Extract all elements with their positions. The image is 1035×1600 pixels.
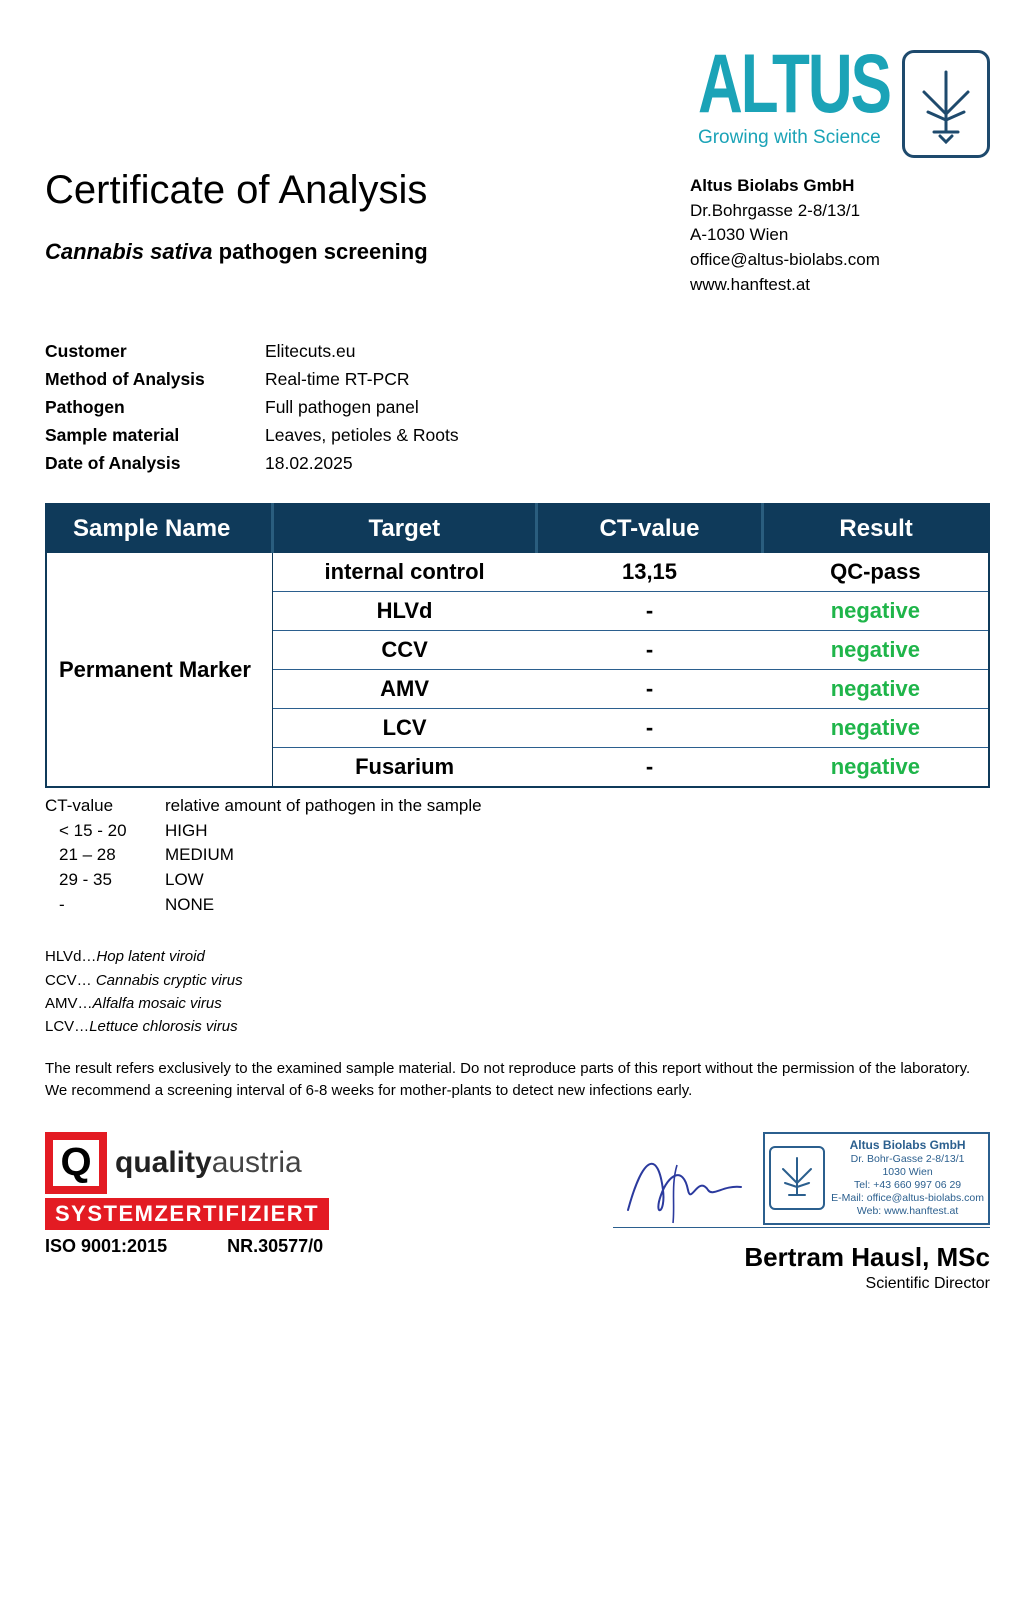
ct-legend-title-r: relative amount of pathogen in the sampl… — [165, 794, 482, 819]
sample-name-cell: Permanent Marker — [46, 553, 272, 787]
abbr-hlvd-v: Hop latent viroid — [96, 948, 204, 965]
abbr-amv-v: Alfalfa mosaic virus — [93, 995, 222, 1012]
qa-brand-rest: austria — [212, 1146, 302, 1179]
cell-result: negative — [763, 631, 989, 670]
meta-block: CustomerElitecuts.eu Method of AnalysisR… — [45, 337, 990, 477]
signatory-name: Bertram Hausl, MSc — [613, 1242, 990, 1273]
ct-level: HIGH — [165, 819, 208, 844]
stamp-web: Web: www.hanftest.at — [831, 1205, 984, 1218]
cell-result: QC-pass — [763, 553, 989, 592]
stamp-city: 1030 Wien — [831, 1166, 984, 1179]
qa-brand: qualityaustria — [115, 1146, 302, 1180]
meta-date-label: Date of Analysis — [45, 449, 265, 477]
cell-target: Fusarium — [272, 748, 536, 788]
results-table: Sample Name Target CT-value Result Perma… — [45, 503, 990, 788]
ct-legend-row: 21 – 28MEDIUM — [45, 843, 990, 868]
subtitle-rest: pathogen screening — [213, 239, 428, 264]
ct-legend-title-l: CT-value — [45, 794, 165, 819]
abbr-hlvd-k: HLVd… — [45, 948, 96, 965]
logo-block: ALTUS Growing with Science — [698, 50, 990, 158]
disclaimer: The result refers exclusively to the exa… — [45, 1058, 990, 1102]
cell-ct: 13,15 — [536, 553, 762, 592]
cell-ct: - — [536, 709, 762, 748]
qa-q-letter: Q — [53, 1140, 99, 1186]
company-name: Altus Biolabs GmbH — [690, 174, 990, 199]
logo-leaf-icon — [902, 50, 990, 158]
meta-customer-label: Customer — [45, 337, 265, 365]
cell-target: HLVd — [272, 592, 536, 631]
meta-pathogen: Full pathogen panel — [265, 393, 419, 421]
company-addr1: Dr.Bohrgasse 2-8/13/1 — [690, 199, 990, 224]
ct-legend-row: < 15 - 20HIGH — [45, 819, 990, 844]
meta-method: Real-time RT-PCR — [265, 365, 410, 393]
meta-date: 18.02.2025 — [265, 449, 353, 477]
meta-material: Leaves, petioles & Roots — [265, 421, 459, 449]
cell-result: negative — [763, 592, 989, 631]
ct-range: 21 – 28 — [45, 843, 165, 868]
qa-bar: SYSTEMZERTIFIZIERT — [45, 1198, 329, 1230]
abbr-lcv-k: LCV… — [45, 1018, 89, 1035]
subtitle-latin: Cannabis sativa — [45, 239, 213, 264]
ct-legend-row: 29 - 35LOW — [45, 868, 990, 893]
abbreviations: HLVd…Hop latent viroid CCV… Cannabis cry… — [45, 945, 990, 1038]
company-address: Altus Biolabs GmbH Dr.Bohrgasse 2-8/13/1… — [690, 174, 990, 297]
quality-austria-block: Q qualityaustria SYSTEMZERTIFIZIERT ISO … — [45, 1132, 329, 1257]
cell-target: AMV — [272, 670, 536, 709]
stamp-leaf-icon — [769, 1146, 825, 1210]
meta-pathogen-label: Pathogen — [45, 393, 265, 421]
qa-iso: ISO 9001:2015 — [45, 1236, 167, 1257]
cell-result: negative — [763, 748, 989, 788]
ct-range: 29 - 35 — [45, 868, 165, 893]
header: ALTUS Growing with Science — [45, 50, 990, 158]
qa-q-logo: Q — [45, 1132, 107, 1194]
abbr-amv-k: AMV… — [45, 995, 93, 1012]
signature-icon — [613, 1135, 753, 1225]
ct-level: MEDIUM — [165, 843, 234, 868]
cell-result: negative — [763, 670, 989, 709]
ct-range: < 15 - 20 — [45, 819, 165, 844]
signatory-role: Scientific Director — [613, 1275, 990, 1293]
abbr-ccv-v: Cannabis cryptic virus — [96, 972, 243, 989]
table-row: Permanent Markerinternal control13,15QC-… — [46, 553, 989, 592]
meta-customer: Elitecuts.eu — [265, 337, 355, 365]
cell-ct: - — [536, 670, 762, 709]
th-sample: Sample Name — [46, 504, 272, 553]
page-subtitle: Cannabis sativa pathogen screening — [45, 239, 690, 265]
stamp-tel: Tel: +43 660 997 06 29 — [831, 1179, 984, 1192]
ct-legend: CT-valuerelative amount of pathogen in t… — [45, 794, 990, 917]
page-title: Certificate of Analysis — [45, 168, 690, 213]
cell-ct: - — [536, 631, 762, 670]
stamp-email: E-Mail: office@altus-biolabs.com — [831, 1192, 984, 1205]
th-target: Target — [272, 504, 536, 553]
ct-level: NONE — [165, 893, 214, 918]
th-result: Result — [763, 504, 989, 553]
ct-level: LOW — [165, 868, 204, 893]
table-header-row: Sample Name Target CT-value Result — [46, 504, 989, 553]
cell-target: LCV — [272, 709, 536, 748]
ct-legend-row: -NONE — [45, 893, 990, 918]
cell-result: negative — [763, 709, 989, 748]
cell-target: internal control — [272, 553, 536, 592]
th-ct: CT-value — [536, 504, 762, 553]
abbr-ccv-k: CCV… — [45, 972, 96, 989]
company-email: office@altus-biolabs.com — [690, 248, 990, 273]
abbr-lcv-v: Lettuce chlorosis virus — [89, 1018, 237, 1035]
meta-method-label: Method of Analysis — [45, 365, 265, 393]
logo-wordmark: ALTUS — [698, 50, 890, 121]
cell-ct: - — [536, 592, 762, 631]
company-stamp: Altus Biolabs GmbH Dr. Bohr-Gasse 2-8/13… — [763, 1132, 990, 1225]
company-web: www.hanftest.at — [690, 273, 990, 298]
stamp-addr: Dr. Bohr-Gasse 2-8/13/1 — [831, 1153, 984, 1166]
stamp-name: Altus Biolabs GmbH — [831, 1138, 984, 1153]
company-addr2: A-1030 Wien — [690, 223, 990, 248]
qa-nr: NR.30577/0 — [227, 1236, 323, 1257]
cell-target: CCV — [272, 631, 536, 670]
ct-range: - — [45, 893, 165, 918]
qa-brand-bold: quality — [115, 1146, 212, 1179]
signature-block: Altus Biolabs GmbH Dr. Bohr-Gasse 2-8/13… — [613, 1132, 990, 1293]
meta-material-label: Sample material — [45, 421, 265, 449]
cell-ct: - — [536, 748, 762, 788]
